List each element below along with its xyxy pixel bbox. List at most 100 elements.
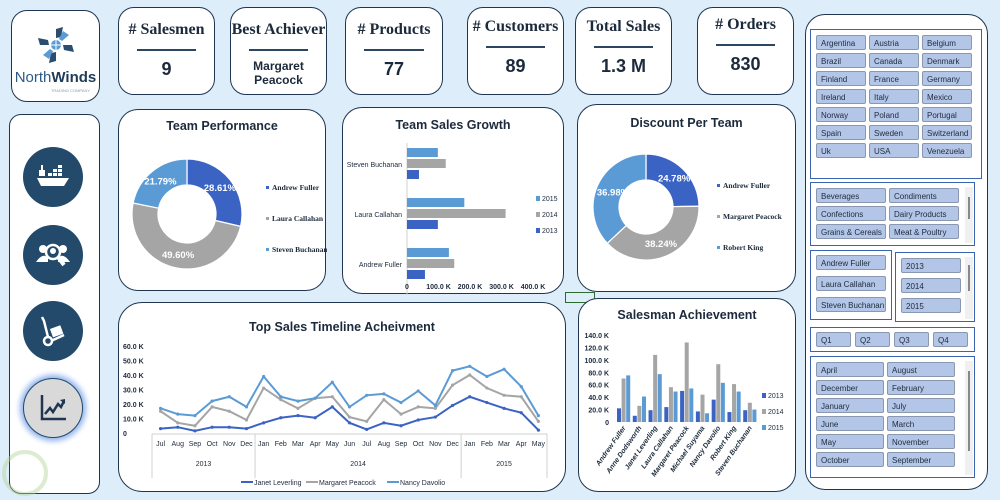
x-tick-label: Dec [446, 441, 459, 448]
category-option[interactable]: Confections [816, 206, 886, 221]
quarter-option[interactable]: Q1 [816, 332, 851, 347]
bar [407, 248, 449, 257]
country-option[interactable]: Canada [869, 53, 919, 68]
month-option[interactable]: April [816, 362, 884, 377]
country-option[interactable]: Ireland [816, 89, 866, 104]
data-label: 36.98% [597, 188, 630, 199]
x-tick-label: Mar [498, 441, 511, 448]
quarter-slicer: Q1 Q2 Q3 Q4 [810, 327, 975, 352]
country-option[interactable]: Denmark [922, 53, 972, 68]
category-scrollbar[interactable] [965, 187, 973, 243]
y-tick-label: 60.0 K [123, 344, 144, 351]
manager-option[interactable]: Steven Buchanan [816, 297, 886, 312]
country-option[interactable]: Portugal [922, 107, 972, 122]
kpi-label: # Orders [715, 16, 776, 33]
country-option[interactable]: Belgium [922, 35, 972, 50]
data-point [296, 406, 300, 410]
month-option[interactable]: June [816, 416, 884, 431]
month-option[interactable]: October [816, 452, 884, 467]
month-option[interactable]: December [816, 380, 884, 395]
x-tick-label: Jun [344, 441, 355, 448]
month-option[interactable]: July [887, 398, 955, 413]
nav-button-sales[interactable] [23, 378, 83, 438]
selection-box[interactable] [565, 292, 595, 303]
country-option[interactable]: Austria [869, 35, 919, 50]
country-option[interactable]: USA [869, 143, 919, 158]
data-point [296, 399, 300, 403]
quarter-option[interactable]: Q4 [933, 332, 968, 347]
country-option[interactable]: Poland [869, 107, 919, 122]
nav-panel [9, 114, 100, 494]
pie-slice [131, 202, 242, 270]
manager-option[interactable]: Andrew Fuller [816, 255, 886, 270]
bar [407, 170, 419, 179]
country-option[interactable]: Mexico [922, 89, 972, 104]
y-tick-label: 80.0 K [588, 370, 609, 377]
data-point [296, 414, 300, 418]
month-option[interactable]: November [887, 434, 955, 449]
month-option[interactable]: February [887, 380, 955, 395]
data-point [347, 421, 352, 425]
watermark-icon [2, 450, 48, 496]
month-option[interactable]: September [887, 452, 955, 467]
country-option[interactable]: Germany [922, 71, 972, 86]
country-option[interactable]: Uk [816, 143, 866, 158]
month-option[interactable]: August [887, 362, 955, 377]
nav-button-customers[interactable] [23, 225, 83, 285]
country-slicer: Argentina Austria Belgium Brazil Canada Denma… [810, 29, 982, 179]
category-option[interactable]: Condiments [889, 188, 959, 203]
month-scrollbar[interactable] [965, 361, 973, 475]
kpi-orders: # Orders 830 [697, 7, 794, 95]
country-option[interactable]: Argentina [816, 35, 866, 50]
nav-button-shipping[interactable] [23, 147, 83, 207]
bar [407, 148, 438, 157]
x-tick-label: May [326, 441, 340, 448]
category-option[interactable]: Beverages [816, 188, 886, 203]
country-option[interactable]: France [869, 71, 919, 86]
bar [747, 402, 752, 422]
year-option[interactable]: 2013 [901, 258, 961, 273]
month-option[interactable]: January [816, 398, 884, 413]
country-option[interactable]: Spain [816, 125, 866, 140]
data-point [468, 373, 472, 377]
country-option[interactable]: Norway [816, 107, 866, 122]
bar [680, 390, 685, 422]
category-option[interactable]: Dairy Products [889, 206, 959, 221]
data-point [176, 425, 180, 429]
month-slicer: April August December February January July Ju… [810, 356, 975, 478]
top-sales-timeline-chart: 0 10.0 K 20.0 K 30.0 K 40.0 K 50.0 K 60.0 K Jul… [123, 344, 548, 487]
data-point [365, 393, 369, 397]
logo-card: NorthWinds TRADING COMPANY [11, 10, 100, 102]
kpi-salesmen: # Salesmen 9 [118, 7, 215, 95]
bar [668, 387, 673, 422]
country-option[interactable]: Switzerland [922, 125, 972, 140]
data-point [227, 395, 231, 399]
x-tick-label: Jan [258, 441, 269, 448]
country-option[interactable]: Italy [869, 89, 919, 104]
quarter-option[interactable]: Q3 [894, 332, 929, 347]
year-scrollbar[interactable] [965, 257, 973, 319]
data-point [365, 419, 369, 423]
pie-slice [132, 158, 188, 209]
month-option[interactable]: May [816, 434, 884, 449]
year-group-label: 2013 [196, 461, 212, 468]
year-option[interactable]: 2015 [901, 298, 961, 313]
country-option[interactable]: Venezuela [922, 143, 972, 158]
legend-label: Steven Buchanan [272, 245, 327, 254]
quarter-option[interactable]: Q2 [855, 332, 890, 347]
x-tick-label: May [532, 441, 546, 448]
country-option[interactable]: Brazil [816, 53, 866, 68]
x-tick-label: 100.0 K [426, 284, 451, 291]
month-option[interactable]: March [887, 416, 955, 431]
country-option[interactable]: Sweden [869, 125, 919, 140]
nav-button-products[interactable] [23, 301, 83, 361]
category-option[interactable]: Meat & Poultry [889, 224, 959, 239]
bar [732, 384, 737, 422]
country-option[interactable]: Finland [816, 71, 866, 86]
category-option[interactable]: Grains & Cereals [816, 224, 886, 239]
manager-option[interactable]: Laura Callahan [816, 276, 886, 291]
year-option[interactable]: 2014 [901, 278, 961, 293]
salesman-achievement-chart: 0 20.0 K 40.0 K 60.0 K 80.0 K 100.0 K 120.0 K 1… [584, 333, 783, 478]
legend-label: Nancy Davolio [400, 480, 445, 487]
y-tick-label: 20.0 K [588, 408, 609, 415]
